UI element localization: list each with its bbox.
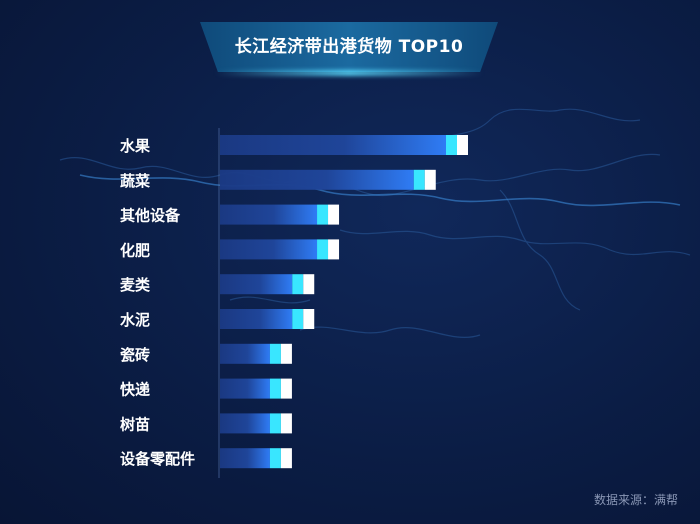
bar-cap-cyan [292,309,304,329]
category-label: 蔬菜 [120,172,150,190]
bar [220,378,270,399]
bar-cap-tip [303,274,315,295]
category-label: 快递 [120,381,150,399]
bar-cap-cyan [446,135,457,155]
category-label: 瓷砖 [120,346,150,364]
bar-cap-tip [328,204,340,225]
bar-cap-cyan [269,378,281,399]
bar [220,274,293,295]
bar-cap-tip [280,343,292,364]
bar-cap-tip [424,169,436,190]
chart-title: 长江经济带出港货物 TOP10 [234,37,464,57]
category-label: 其他设备 [120,207,181,225]
bar-cap-cyan [269,343,281,364]
category-label: 水果 [120,137,151,155]
source-note: 数据来源：满帮 [593,493,678,507]
bar-cap-cyan [269,413,281,434]
bar-cap-tip [280,378,292,399]
bar [220,169,414,190]
category-label: 树苗 [120,415,150,433]
bar-cap-tip [280,413,292,434]
bar [220,448,270,469]
category-label: 化肥 [120,241,150,259]
category-label: 麦类 [120,276,151,294]
title-glow [215,70,483,76]
bar [220,309,293,329]
title-banner [200,22,498,72]
bar [220,135,446,155]
bar-cap-cyan [292,274,304,295]
bar-cap-tip [303,309,315,329]
bar [220,239,318,260]
bar-cap-tip [280,448,292,469]
category-label: 水泥 [120,311,150,329]
bar [220,413,270,434]
category-label: 设备零配件 [120,450,195,468]
bar-cap-cyan [413,169,425,190]
bar-cap-tip [457,135,468,155]
bar-cap-tip [328,239,340,260]
bar-cap-cyan [269,448,281,469]
bar [220,343,270,364]
bar-cap-cyan [317,239,329,260]
bar-cap-cyan [317,204,329,225]
bar [220,204,318,225]
